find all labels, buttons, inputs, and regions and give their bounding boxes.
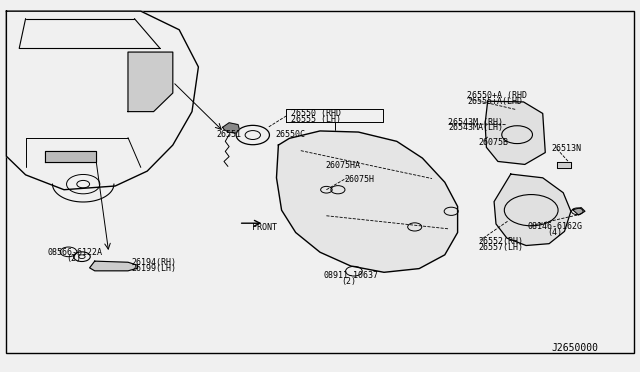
Polygon shape (573, 208, 585, 215)
Polygon shape (494, 174, 571, 246)
Text: 26550+A (RHD: 26550+A (RHD (467, 92, 527, 100)
Text: FRONT: FRONT (252, 223, 276, 232)
Text: (2): (2) (341, 277, 356, 286)
Polygon shape (45, 151, 96, 162)
Text: 26075HA: 26075HA (325, 161, 360, 170)
Text: 26557(LH): 26557(LH) (479, 243, 524, 252)
Polygon shape (485, 101, 545, 164)
Text: (4): (4) (547, 228, 562, 237)
Text: 26555 (LH): 26555 (LH) (291, 115, 341, 124)
Text: 08146-6162G: 08146-6162G (528, 222, 583, 231)
Text: 26543M (RH): 26543M (RH) (448, 118, 503, 126)
FancyBboxPatch shape (6, 11, 634, 353)
Text: J2650000: J2650000 (552, 343, 598, 353)
Text: 26551: 26551 (216, 130, 241, 139)
Text: 26550C: 26550C (275, 130, 305, 139)
Polygon shape (90, 261, 138, 271)
Polygon shape (6, 11, 198, 190)
Polygon shape (557, 162, 571, 168)
Text: 08566-6122A: 08566-6122A (48, 248, 103, 257)
Polygon shape (276, 131, 458, 272)
Text: 26543MA(LH): 26543MA(LH) (448, 124, 503, 132)
Text: (2): (2) (66, 254, 81, 263)
Text: 26555+A(LHD: 26555+A(LHD (467, 97, 522, 106)
Text: 26550 (RHD: 26550 (RHD (291, 109, 341, 118)
Polygon shape (223, 123, 239, 133)
Text: 08911-10637: 08911-10637 (323, 271, 378, 280)
Text: 26194(RH): 26194(RH) (131, 258, 176, 267)
Text: 26075B: 26075B (479, 138, 509, 147)
Text: 26513N: 26513N (552, 144, 582, 153)
Text: 26199(LH): 26199(LH) (131, 264, 176, 273)
Text: 26552(RH): 26552(RH) (479, 237, 524, 246)
Text: 26075H: 26075H (344, 175, 374, 184)
Polygon shape (128, 52, 173, 112)
